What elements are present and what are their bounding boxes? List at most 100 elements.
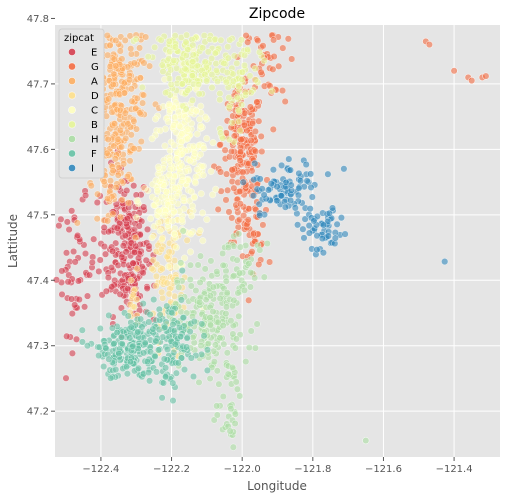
data-point: [310, 217, 318, 225]
data-point: [58, 290, 66, 298]
data-point: [127, 276, 135, 284]
data-point: [188, 96, 197, 104]
data-point: [224, 186, 232, 194]
data-point: [140, 349, 148, 357]
data-point: [188, 202, 196, 210]
data-point: [252, 147, 260, 155]
data-point: [246, 72, 254, 80]
data-points: [52, 31, 490, 451]
data-point: [194, 261, 202, 269]
data-point: [119, 242, 127, 250]
data-point: [132, 213, 141, 222]
data-point: [143, 357, 151, 366]
data-point: [230, 296, 238, 304]
data-point: [172, 155, 181, 163]
legend-item-D: D: [68, 91, 99, 102]
data-point: [226, 36, 234, 44]
data-point: [159, 67, 167, 76]
data-point: [331, 234, 339, 242]
data-point: [189, 41, 197, 49]
data-point: [172, 243, 180, 252]
data-point: [255, 260, 263, 268]
data-point: [184, 86, 192, 94]
data-point: [192, 107, 200, 115]
data-point: [177, 259, 185, 267]
data-point: [136, 109, 144, 117]
data-point: [187, 354, 195, 362]
data-point: [220, 59, 228, 67]
data-point: [105, 355, 113, 363]
data-point: [104, 51, 112, 59]
data-point: [163, 345, 172, 353]
data-point: [236, 392, 244, 400]
data-point: [199, 237, 207, 245]
data-point: [149, 325, 157, 333]
data-point: [216, 294, 224, 302]
data-point: [223, 349, 231, 357]
data-point: [155, 207, 163, 215]
legend-item-A: A: [68, 77, 98, 88]
data-point: [132, 242, 140, 250]
data-point: [120, 79, 128, 87]
data-point: [64, 278, 72, 286]
data-point: [213, 402, 221, 410]
data-point: [104, 195, 112, 203]
data-point: [235, 187, 244, 196]
data-point: [233, 256, 241, 264]
data-point: [231, 344, 239, 352]
legend-label: A: [91, 77, 98, 88]
data-point: [161, 142, 169, 150]
data-point: [222, 78, 230, 86]
data-point: [118, 253, 126, 261]
data-point: [199, 44, 207, 52]
data-point: [192, 173, 200, 181]
data-point: [324, 170, 332, 178]
data-point: [242, 32, 250, 40]
data-point: [246, 283, 255, 291]
data-point: [177, 296, 185, 304]
data-point: [170, 348, 178, 357]
data-point: [96, 324, 104, 333]
data-point: [250, 176, 258, 184]
data-point: [63, 218, 71, 226]
data-point: [266, 258, 274, 266]
data-point: [240, 212, 248, 220]
data-point: [65, 226, 73, 234]
data-point: [232, 335, 240, 343]
data-point: [203, 215, 211, 224]
data-point: [120, 89, 128, 97]
data-point: [201, 113, 209, 121]
data-point: [165, 75, 174, 83]
y-tick-label: 47.4: [27, 276, 49, 287]
data-point: [68, 295, 76, 303]
data-point: [213, 367, 221, 375]
data-point: [105, 95, 113, 103]
data-point: [87, 182, 95, 190]
data-point: [186, 157, 194, 165]
data-point: [256, 175, 264, 183]
data-point: [196, 226, 204, 235]
data-point: [144, 53, 152, 61]
data-point: [132, 125, 141, 133]
data-point: [126, 157, 134, 165]
data-point: [211, 341, 219, 349]
data-point: [270, 52, 278, 61]
data-point: [248, 248, 256, 256]
data-point: [181, 65, 189, 73]
data-point: [152, 368, 161, 376]
data-point: [156, 127, 164, 135]
data-point: [337, 214, 345, 222]
data-point: [158, 265, 166, 273]
data-point: [95, 352, 103, 360]
x-axis-ticks: −122.4 −122.2 −122.0 −121.8 −121.6 −121.4: [82, 457, 473, 475]
data-point: [208, 70, 216, 79]
data-point: [154, 346, 163, 354]
data-point: [224, 370, 232, 378]
data-point: [114, 171, 122, 179]
data-point: [71, 258, 79, 266]
data-point: [171, 32, 179, 40]
legend-label: D: [91, 91, 99, 102]
data-point: [241, 51, 249, 59]
data-point: [169, 320, 177, 328]
